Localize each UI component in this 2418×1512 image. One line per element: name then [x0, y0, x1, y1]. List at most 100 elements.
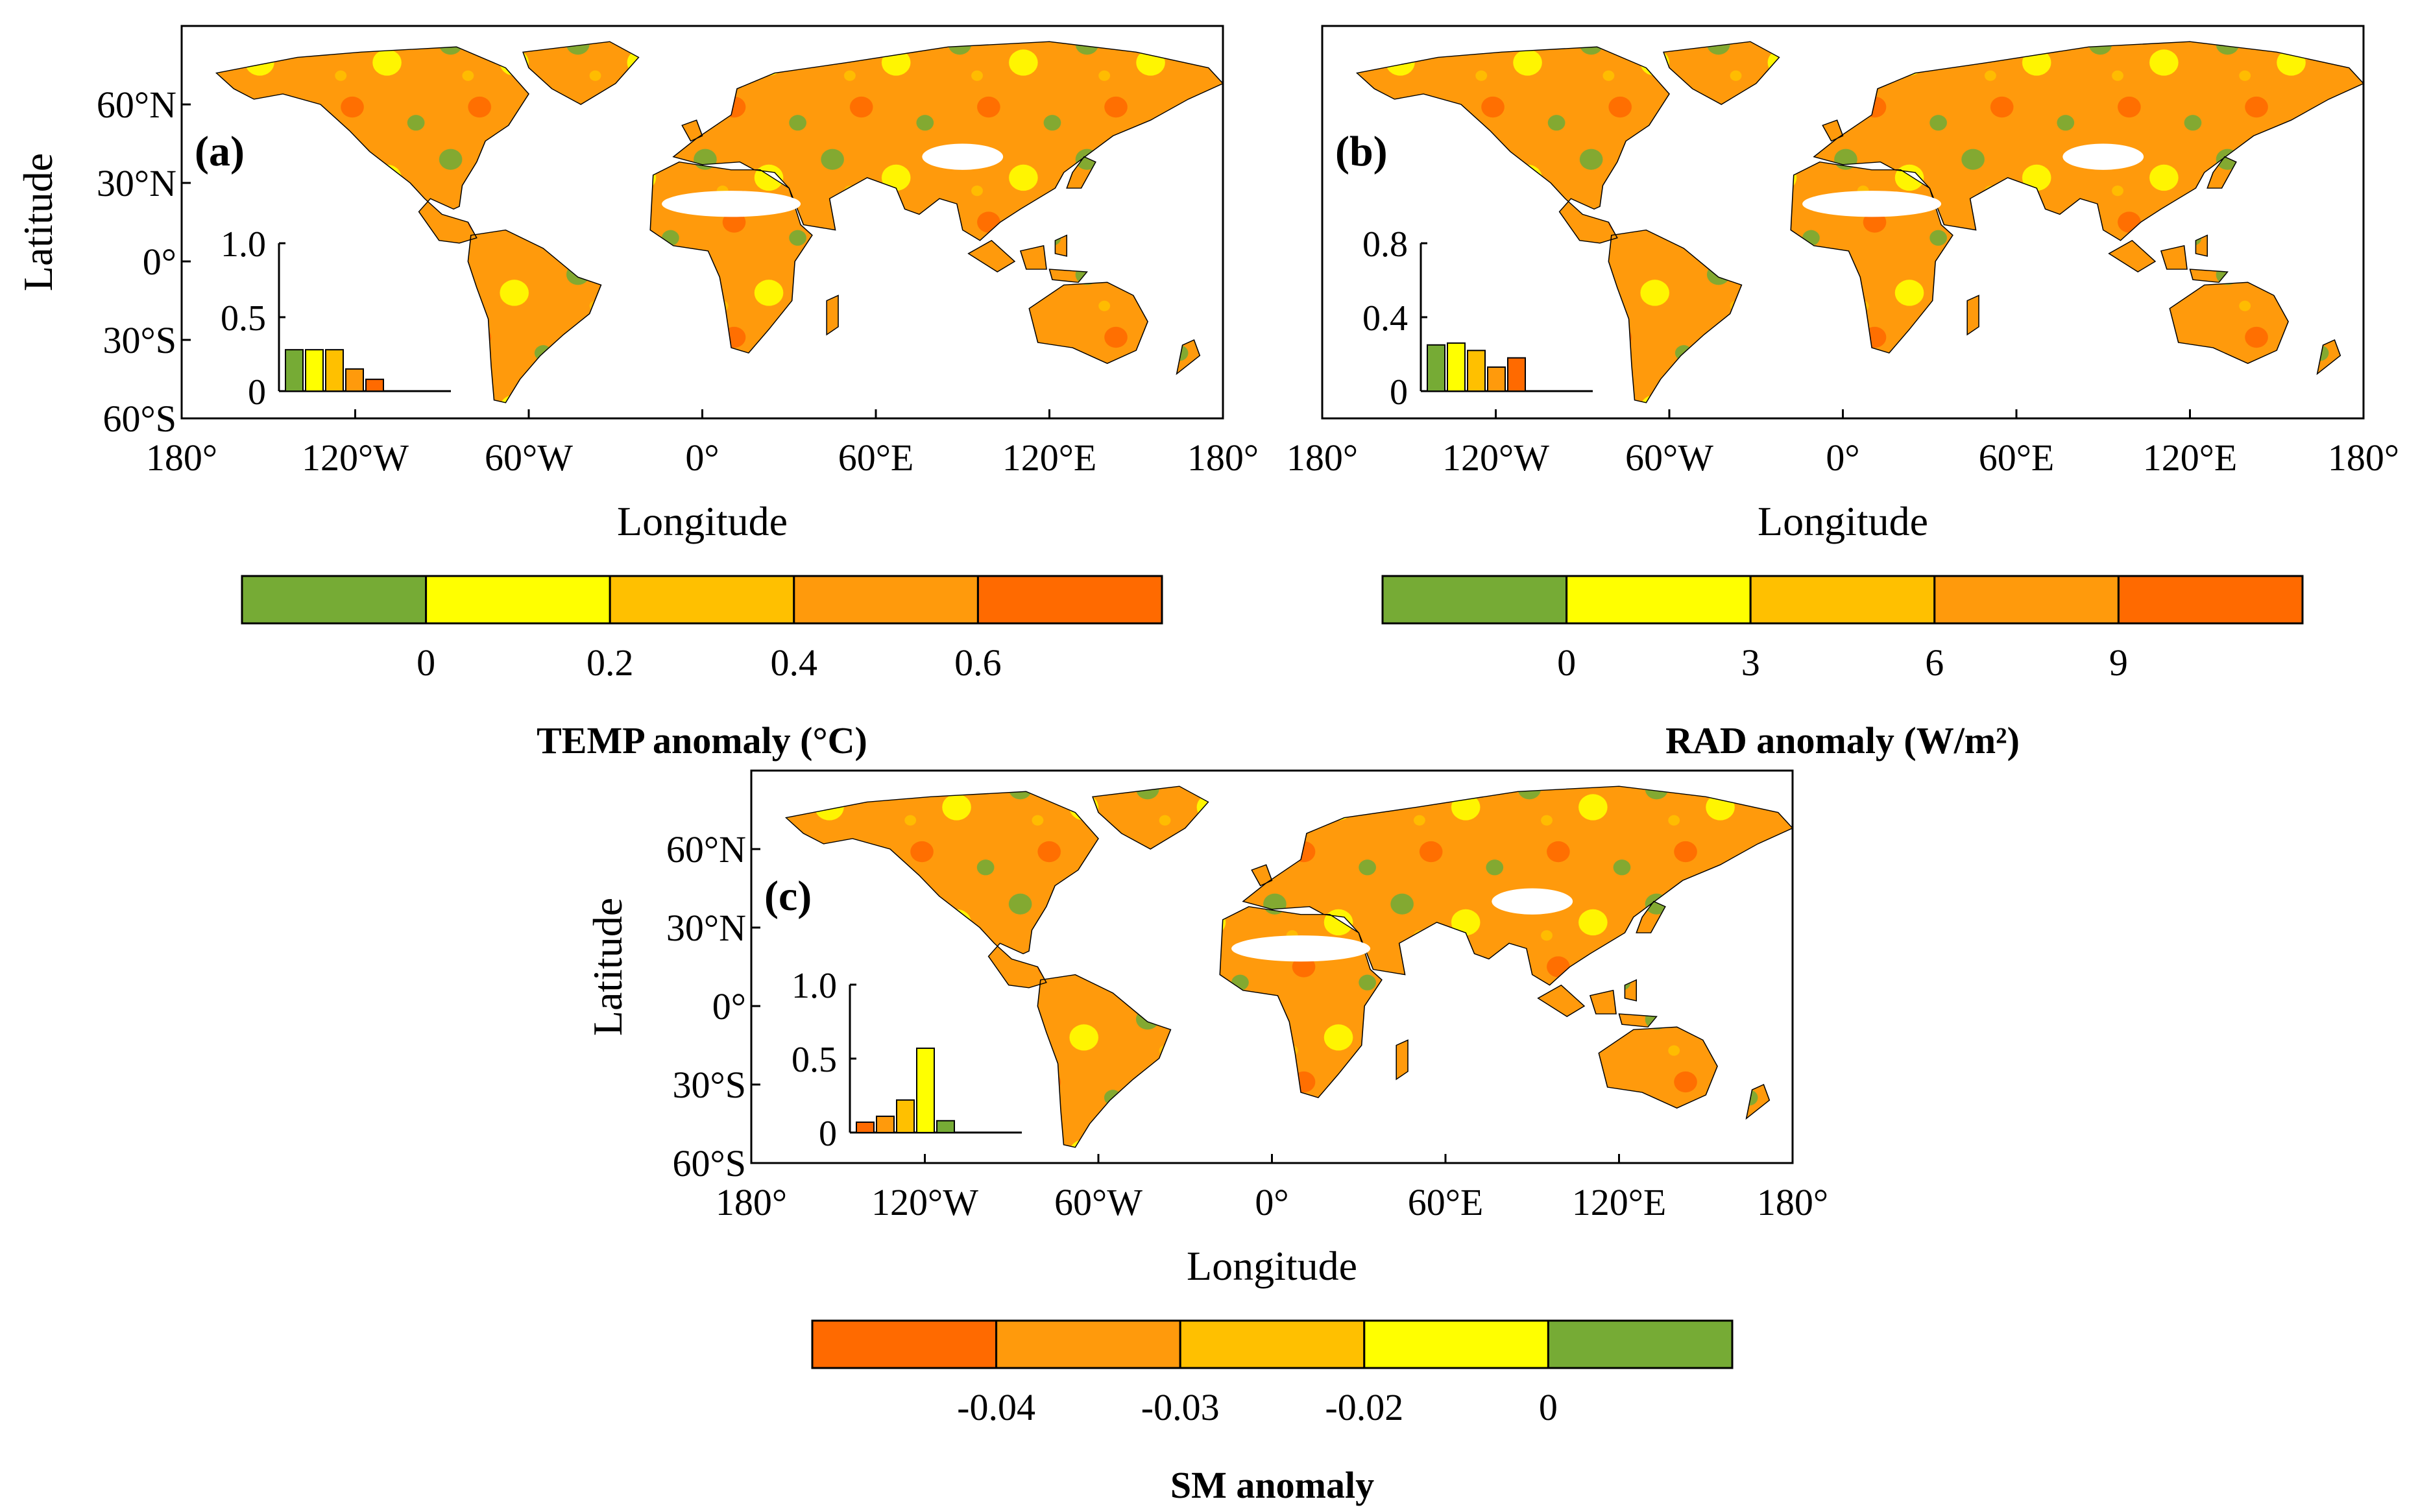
panel-label: (a): [195, 128, 245, 175]
inset-bar: [876, 1115, 895, 1134]
inset-tick-label: 1.0: [792, 966, 837, 1006]
lon-tick-label: 60°E: [1408, 1181, 1484, 1223]
colorbar: -0.04 -0.03 -0.02 0 SM anomaly: [811, 1319, 1734, 1506]
map-panel-b: (b) 180° 120°W 60°W 0° 60°E 120°E 180° Longitude…: [1287, 25, 2399, 762]
inset-bar: [325, 349, 344, 392]
inset-tick-label: 0.8: [1362, 224, 1408, 265]
no-data-regions: [1231, 888, 1573, 962]
y-axis-label: Latitude: [15, 153, 61, 291]
inset-bar: [1487, 366, 1506, 392]
lon-tick-label: 180°: [716, 1181, 787, 1223]
lon-tick-label: 180°: [146, 437, 217, 479]
colorbar-tick-label: -0.04: [957, 1386, 1035, 1428]
inset-bar: [365, 378, 384, 392]
panel-label: (b): [1335, 128, 1388, 175]
lon-tick-label: 0°: [1826, 437, 1859, 479]
colorbar-segment: [1547, 1319, 1734, 1369]
colorbar-tick-label: 0.2: [586, 642, 634, 684]
colorbar-segment: [241, 575, 428, 625]
no-data-regions: [1802, 143, 2144, 217]
colorbar-segment: [2117, 575, 2304, 625]
inset-bar: [1427, 344, 1445, 392]
colorbar-tick-label: -0.02: [1325, 1386, 1403, 1428]
colorbar-segment: [1381, 575, 1568, 625]
inset-tick-label: 0: [1390, 372, 1408, 413]
colorbar-segment: [1566, 575, 1752, 625]
colorbar-title: SM anomaly: [1170, 1464, 1374, 1506]
colorbar-tick-label: 0: [1539, 1386, 1558, 1428]
colorbar-tick-label: 0.4: [771, 642, 818, 684]
inset-tick-label: 0.4: [1362, 298, 1408, 339]
colorbar-title: TEMP anomaly (°C): [537, 719, 867, 762]
no-data-regions: [662, 143, 1004, 217]
lat-tick-label: 0°: [712, 985, 746, 1027]
map-panel-a: (a) 180° 120°W 60°W 0° 60°E 120°E 180° Longitude…: [15, 25, 1259, 762]
colorbar-segment: [793, 575, 979, 625]
colorbar-tick-label: 9: [2109, 642, 2128, 684]
inset-tick-label: 0: [248, 372, 266, 413]
tibet-no-data: [922, 143, 1004, 170]
lon-tick-label: 180°: [1757, 1181, 1828, 1223]
inset-tick-label: 0.5: [221, 298, 266, 339]
inset-tick-label: 1.0: [221, 224, 266, 265]
lat-tick-label: 60°S: [673, 1142, 746, 1184]
inset-bar-chart: 0 0.4 0.8: [1362, 224, 1593, 413]
sahara-no-data: [662, 191, 801, 217]
colorbar: 0 3 6 9 RAD anomaly (W/m²): [1381, 575, 2304, 762]
colorbar-tick-label: 3: [1741, 642, 1760, 684]
inset-bar: [856, 1122, 875, 1134]
inset-bar: [305, 349, 324, 392]
x-axis-label: Longitude: [1758, 498, 1928, 544]
lon-tick-label: 60°E: [838, 437, 914, 479]
colorbar-segment: [811, 1319, 998, 1369]
colorbar-segment: [609, 575, 795, 625]
colorbar: 0 0.2 0.4 0.6 TEMP anomaly (°C): [241, 575, 1163, 762]
lon-tick-label: 60°W: [1054, 1181, 1143, 1223]
colorbar-title: RAD anomaly (W/m²): [1665, 719, 2020, 762]
inset-bar-chart: 0 0.5 1.0: [792, 966, 1022, 1154]
lat-tick-label: 30°S: [673, 1064, 746, 1106]
inset-bar: [896, 1099, 915, 1133]
lat-tick-label: 60°N: [666, 828, 746, 870]
colorbar-segment: [425, 575, 611, 625]
lon-tick-label: 120°E: [2143, 437, 2238, 479]
colorbar-tick-label: 0: [1557, 642, 1576, 684]
lon-tick-label: 60°E: [1979, 437, 2055, 479]
lon-tick-label: 120°E: [1572, 1181, 1667, 1223]
tibet-no-data: [1492, 888, 1573, 915]
lat-tick-label: 60°N: [97, 84, 176, 126]
inset-bar-chart: 0 0.5 1.0: [221, 224, 451, 413]
lon-tick-label: 60°W: [1625, 437, 1713, 479]
colorbar-segment: [995, 1319, 1181, 1369]
colorbar-segment: [1179, 1319, 1366, 1369]
inset-bar: [285, 349, 304, 392]
lon-tick-label: 0°: [685, 437, 719, 479]
tibet-no-data: [2062, 143, 2144, 170]
inset-bar: [916, 1048, 935, 1134]
panels-root: (a) 180° 120°W 60°W 0° 60°E 120°E 180° Longitude…: [15, 25, 2399, 1506]
inset-bar: [1467, 350, 1486, 392]
y-axis-label: Latitude: [585, 898, 631, 1036]
colorbar-tick-label: 0.6: [954, 642, 1002, 684]
colorbar-segment: [976, 575, 1163, 625]
panel-label: (c): [764, 872, 812, 920]
lon-tick-label: 180°: [1187, 437, 1259, 479]
inset-bar: [936, 1120, 955, 1134]
colorbar-tick-label: -0.03: [1141, 1386, 1220, 1428]
lon-tick-label: 180°: [2328, 437, 2399, 479]
lat-tick-label: 30°N: [666, 907, 746, 949]
lat-tick-label: 30°S: [103, 319, 176, 361]
colorbar-tick-label: 6: [1925, 642, 1944, 684]
sahara-no-data: [1802, 191, 1942, 217]
lat-tick-label: 30°N: [97, 162, 176, 204]
x-axis-label: Longitude: [617, 498, 788, 544]
lon-tick-label: 120°W: [1442, 437, 1549, 479]
inset-bar: [1447, 342, 1466, 392]
inset-bar: [345, 368, 364, 392]
colorbar-tick-label: 0: [417, 642, 435, 684]
lon-tick-label: 120°W: [302, 437, 409, 479]
inset-bar: [1507, 357, 1526, 392]
colorbar-segment: [1933, 575, 2120, 625]
inset-tick-label: 0.5: [792, 1040, 837, 1080]
